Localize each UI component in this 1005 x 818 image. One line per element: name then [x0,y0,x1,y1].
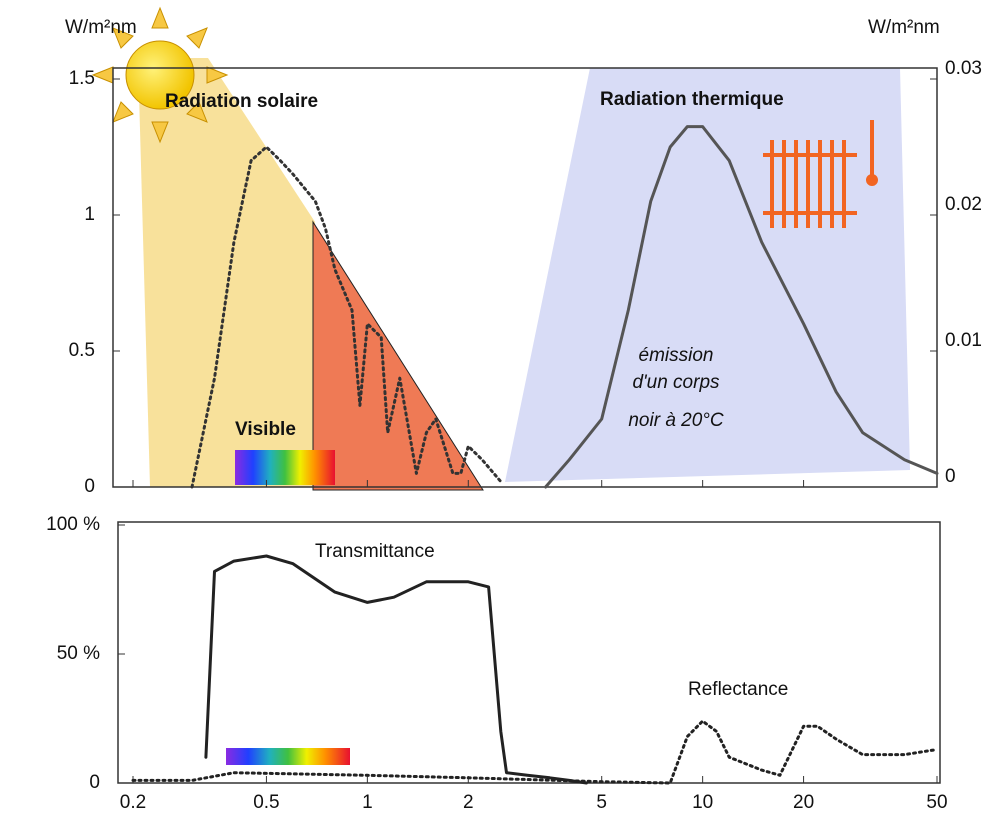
x-tick-label: 1 [362,792,373,813]
visible-bar [235,450,335,485]
series-label: Radiation solaire [165,91,318,112]
y2-axis-label: W/m²nm [868,17,940,38]
x-tick-label: 50 [926,792,947,813]
decor [91,6,910,765]
y-tick-label: 100 % [46,514,100,535]
solar-area [138,58,315,487]
y2-tick-label: 0 [945,466,956,487]
y-tick-label: 1 [84,204,95,225]
series-line [190,145,503,489]
annotation: Visible [235,419,296,440]
series-label: Reflectance [688,679,788,700]
y-tick-label: 50 % [57,643,100,664]
x-tick-label: 0.2 [120,792,146,813]
series-line [544,125,939,489]
ir-area [312,220,484,491]
annotation: émission [639,345,714,366]
plot-frame [117,521,941,784]
radiator-icon [763,120,878,228]
x-tick-label: 5 [596,792,607,813]
y2-tick-label: 0.02 [945,194,982,215]
y-tick-label: 1.5 [69,68,95,89]
annotation: d'un corps [632,372,720,393]
series-line [131,719,939,785]
sun-icon [91,6,229,144]
visible-bar [226,748,350,765]
x-tick-label: 10 [692,792,713,813]
annotation: noir à 20°C [628,410,724,431]
plot-frame [112,67,938,488]
y2-tick-label: 0.03 [945,58,982,79]
y-tick-label: 0 [84,476,95,497]
x-tick-label: 20 [793,792,814,813]
x-tick-label: 0.5 [253,792,279,813]
y2-tick-label: 0.01 [945,330,982,351]
x-tick-label: 2 [463,792,474,813]
y-axis-label: W/m²nm [65,17,137,38]
y-tick-label: 0 [89,772,100,793]
series-label: Transmittance [315,541,435,562]
y-tick-label: 0.5 [69,340,95,361]
series-line [204,554,588,785]
series-label: Radiation thermique [600,89,784,110]
